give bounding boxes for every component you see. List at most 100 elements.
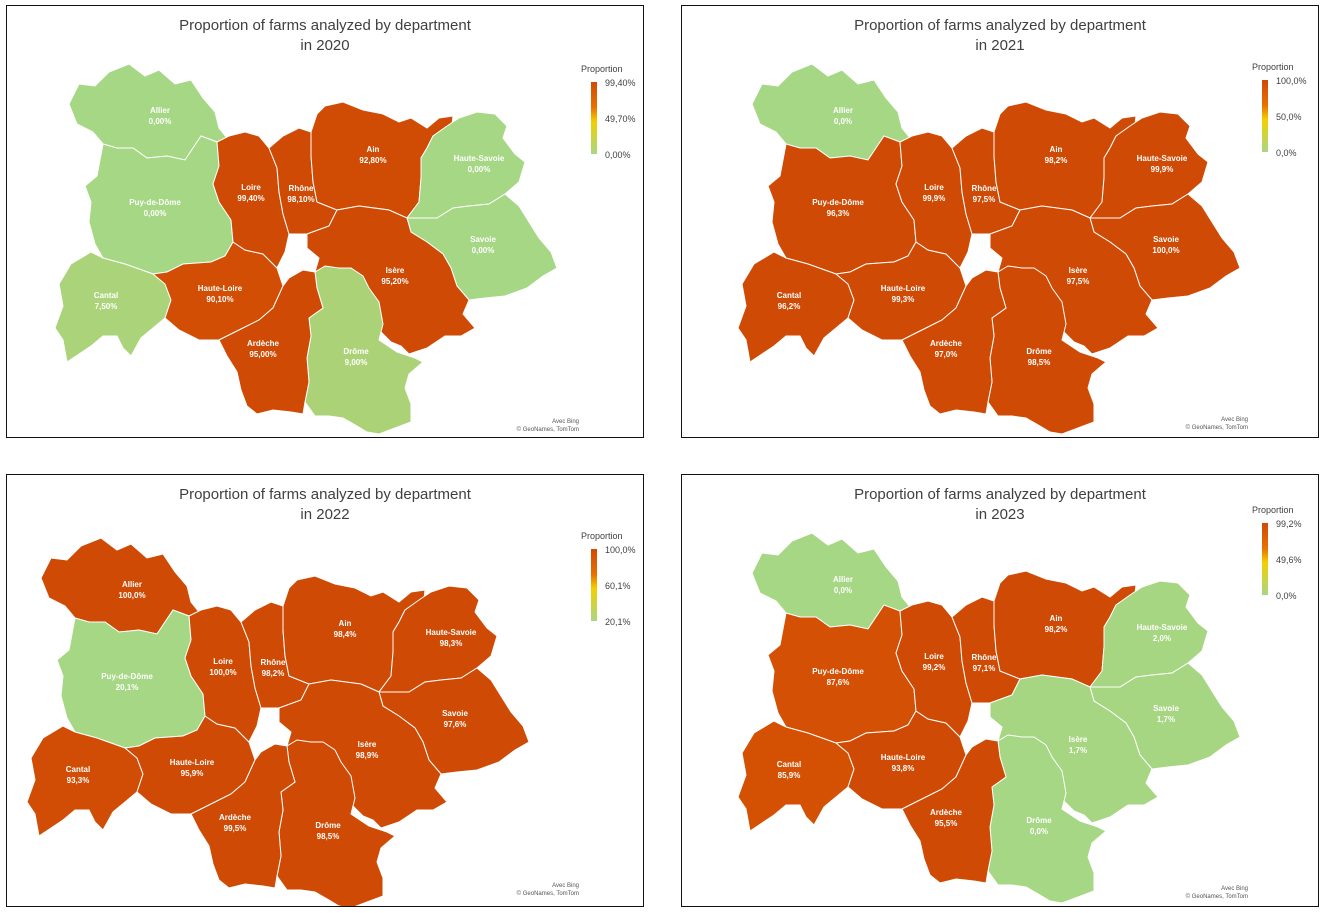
department-name-allier: Allier [122, 580, 142, 589]
department-name-allier: Allier [150, 106, 170, 115]
department-isere [989, 674, 1159, 824]
map-credit: Avec Bing © GeoNames, TomTom [517, 418, 579, 434]
legend-max: 100,0% [605, 545, 636, 555]
department-value-haute-savoie: 99,9% [1151, 165, 1174, 174]
department-value-drome: 9,00% [345, 358, 368, 367]
department-name-puy-de-dome: Puy-de-Dôme [129, 198, 181, 207]
department-value-rhone: 97,5% [973, 195, 996, 204]
department-name-ardeche: Ardèche [247, 339, 280, 348]
departments-group: Allier 0,00% Puy-de-Dôme 0,00% Cantal 7,50% Ha… [54, 63, 558, 435]
department-name-ardeche: Ardèche [930, 808, 963, 817]
department-value-haute-loire: 95,9% [181, 769, 204, 778]
department-name-puy-de-dome: Puy-de-Dôme [101, 672, 153, 681]
department-name-ain: Ain [367, 145, 380, 154]
legend-min: 0,00% [605, 150, 631, 160]
department-name-cantal: Cantal [777, 291, 801, 300]
department-value-puy-de-dome: 87,6% [827, 678, 850, 687]
legend-mid: 49,70% [605, 114, 636, 124]
title-year: in 2021 [975, 37, 1025, 54]
legend-color-bar [1262, 80, 1268, 152]
department-value-drome: 98,5% [1028, 358, 1051, 367]
legend: Proportion 100,0% 60,1% 20,1% [581, 531, 643, 631]
title-line: Proportion of farms analyzed by departme… [179, 17, 471, 34]
department-value-loire: 99,40% [237, 194, 264, 203]
map-credit: Avec Bing © GeoNames, TomTom [517, 882, 579, 898]
department-name-savoie: Savoie [1153, 235, 1179, 244]
legend-title: Proportion [581, 64, 623, 74]
department-name-loire: Loire [213, 657, 233, 666]
department-value-isere: 98,9% [356, 751, 379, 760]
department-name-cantal: Cantal [94, 291, 118, 300]
department-name-ain: Ain [339, 619, 352, 628]
map-panel-2020: Proportion of farms analyzed by departme… [6, 5, 644, 438]
departments-group: Allier 0,0% Puy-de-Dôme 96,3% Cantal 96,2% Hau… [737, 63, 1241, 435]
title-year: in 2020 [300, 37, 350, 54]
legend: Proportion 99,40% 49,70% 0,00% [581, 64, 643, 164]
department-value-haute-savoie: 2,0% [1153, 634, 1171, 643]
department-value-drome: 98,5% [317, 832, 340, 841]
department-value-loire: 99,9% [923, 194, 946, 203]
department-name-allier: Allier [833, 575, 853, 584]
department-name-haute-loire: Haute-Loire [881, 284, 926, 293]
department-name-drome: Drôme [1026, 347, 1052, 356]
department-loire [212, 131, 290, 269]
department-value-isere: 95,20% [381, 277, 408, 286]
legend-min: 20,1% [605, 617, 631, 627]
department-value-ardeche: 95,00% [249, 350, 276, 359]
legend-min: 0,0% [1276, 591, 1297, 601]
legend-color-bar [591, 82, 597, 154]
department-value-savoie: 97,6% [444, 720, 467, 729]
department-ardeche [218, 269, 324, 415]
legend-mid: 60,1% [605, 581, 631, 591]
department-name-savoie: Savoie [442, 709, 468, 718]
legend-color-bar [1262, 523, 1268, 595]
department-value-rhone: 98,2% [262, 669, 285, 678]
department-value-ain: 98,2% [1045, 156, 1068, 165]
department-value-allier: 0,0% [834, 586, 852, 595]
credit-line: Avec Bing [1221, 886, 1248, 892]
choropleth-map: Allier 100,0% Puy-de-Dôme 20,1% Cantal 93,3% H… [26, 537, 530, 906]
department-value-ardeche: 95,5% [935, 819, 958, 828]
department-isere [989, 205, 1159, 355]
legend: Proportion 99,2% 49,6% 0,0% [1252, 505, 1316, 605]
legend-mid: 49,6% [1276, 555, 1302, 565]
departments-group: Allier 100,0% Puy-de-Dôme 20,1% Cantal 93,3% H… [26, 537, 530, 906]
department-name-haute-loire: Haute-Loire [198, 284, 243, 293]
department-value-puy-de-dome: 20,1% [116, 683, 139, 692]
department-value-allier: 0,0% [834, 117, 852, 126]
department-name-loire: Loire [924, 652, 944, 661]
department-name-haute-savoie: Haute-Savoie [454, 154, 505, 163]
department-name-savoie: Savoie [1153, 704, 1179, 713]
departments-group: Allier 0,0% Puy-de-Dôme 87,6% Cantal 85,9% Hau… [737, 532, 1241, 904]
department-name-haute-loire: Haute-Loire [170, 758, 215, 767]
map-credit: Avec Bing © GeoNames, TomTom [1186, 885, 1248, 901]
department-value-ain: 98,4% [334, 630, 357, 639]
department-name-haute-savoie: Haute-Savoie [1137, 154, 1188, 163]
department-value-cantal: 93,3% [67, 776, 90, 785]
panel-title: Proportion of farms analyzed by departme… [682, 485, 1318, 525]
legend-title: Proportion [1252, 505, 1294, 515]
department-value-cantal: 7,50% [95, 302, 118, 311]
department-value-ardeche: 99,5% [224, 824, 247, 833]
department-name-puy-de-dome: Puy-de-Dôme [812, 667, 864, 676]
map-panel-2022: Proportion of farms analyzed by departme… [6, 474, 644, 907]
department-name-ain: Ain [1050, 145, 1063, 154]
department-name-rhone: Rhône [972, 184, 997, 193]
department-name-loire: Loire [924, 183, 944, 192]
department-name-rhone: Rhône [289, 184, 314, 193]
department-value-savoie: 100,0% [1152, 246, 1179, 255]
choropleth-map: Allier 0,0% Puy-de-Dôme 87,6% Cantal 85,9% Hau… [737, 532, 1241, 904]
department-name-puy-de-dome: Puy-de-Dôme [812, 198, 864, 207]
department-name-drome: Drôme [315, 821, 341, 830]
legend-color-bar [591, 549, 597, 621]
map-panel-2023: Proportion of farms analyzed by departme… [681, 474, 1319, 907]
department-name-rhone: Rhône [972, 653, 997, 662]
credit-line: © GeoNames, TomTom [516, 427, 579, 433]
map-panel-2021: Proportion of farms analyzed by departme… [681, 5, 1319, 438]
department-value-rhone: 97,1% [973, 664, 996, 673]
panel-title: Proportion of farms analyzed by departme… [682, 16, 1318, 56]
department-value-haute-loire: 93,8% [892, 764, 915, 773]
department-name-isere: Isère [1069, 266, 1088, 275]
department-value-ain: 92,80% [359, 156, 386, 165]
department-loire [895, 600, 973, 738]
